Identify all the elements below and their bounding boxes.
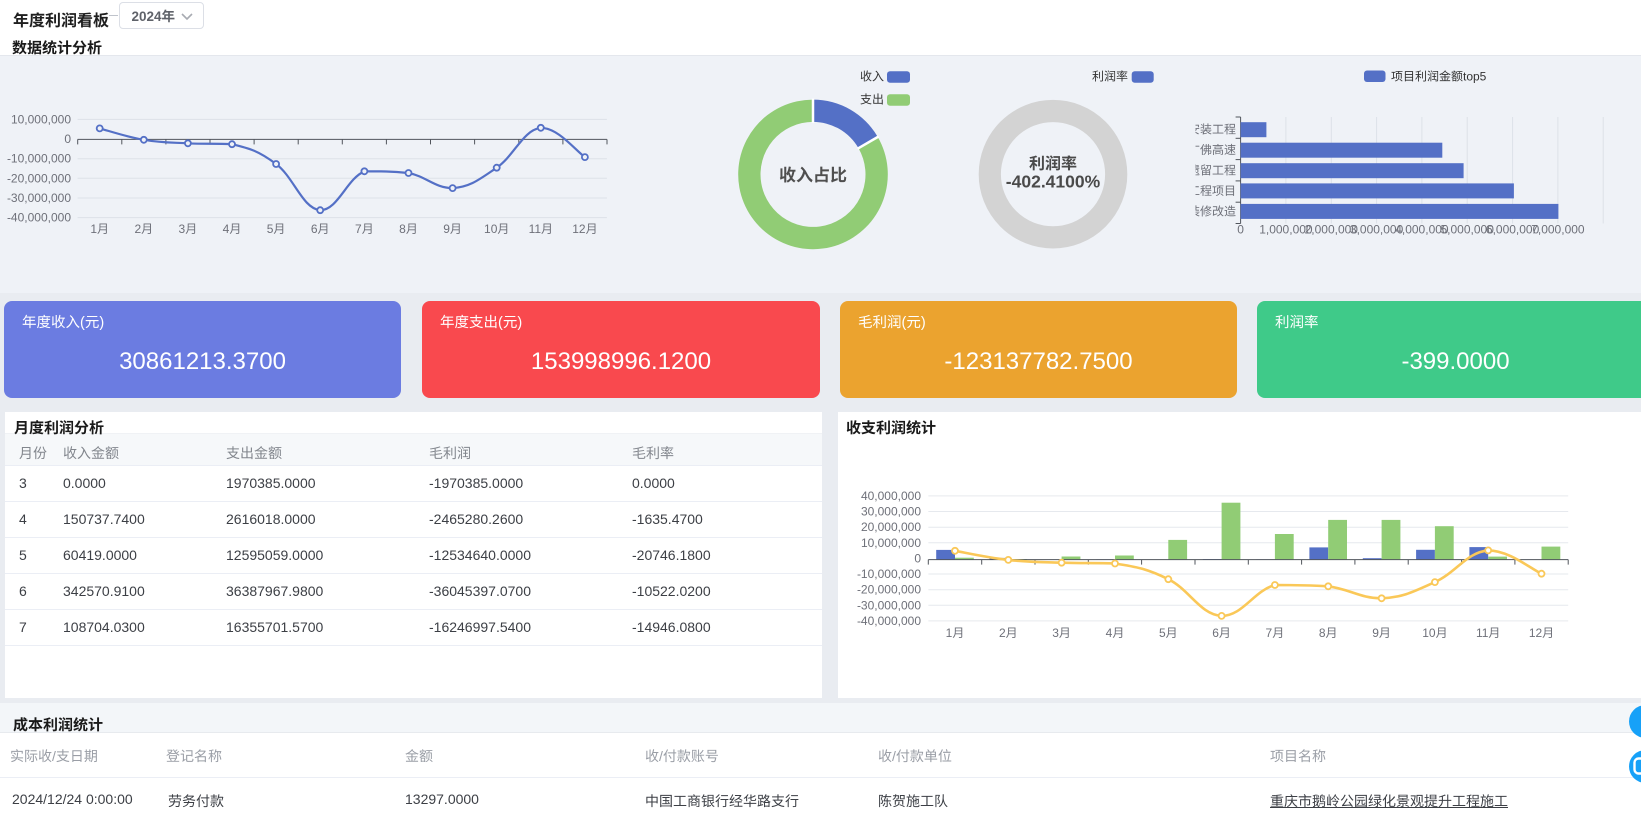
svg-text:4,000,000: 4,000,000 [1395,223,1449,237]
svg-text:4月: 4月 [223,222,242,236]
svg-text:利润率: 利润率 [1092,70,1128,84]
svg-text:遗留工程: 遗留工程 [1188,164,1236,178]
svg-text:-30,000,000: -30,000,000 [7,191,71,205]
svg-text:7,000,000: 7,000,000 [1531,223,1585,237]
svg-text:5月: 5月 [267,222,286,236]
svg-text:2月: 2月 [999,626,1018,640]
svg-text:8月: 8月 [399,222,418,236]
svg-text:3,000,000: 3,000,000 [1350,223,1404,237]
svg-text:3月: 3月 [1052,626,1071,640]
svg-text:1月: 1月 [946,626,965,640]
svg-text:-402.4100%: -402.4100% [1006,171,1101,191]
svg-text:7月: 7月 [355,222,374,236]
svg-text:0: 0 [1237,223,1244,237]
svg-text:7月: 7月 [1266,626,1285,640]
svg-text:6月: 6月 [311,222,330,236]
svg-text:20,000,000: 20,000,000 [861,520,921,534]
svg-text:10,000,000: 10,000,000 [861,536,921,550]
svg-text:5月: 5月 [1159,626,1178,640]
svg-text:9月: 9月 [1372,626,1391,640]
svg-text:5,000,000: 5,000,000 [1441,223,1495,237]
svg-text:装修改造: 装修改造 [1188,204,1236,218]
svg-text:工程项目: 工程项目 [1188,184,1236,198]
svg-text:11月: 11月 [1476,626,1500,640]
svg-text:-10,000,000: -10,000,000 [857,567,921,581]
svg-text:10月: 10月 [484,222,509,236]
svg-text:收入占比: 收入占比 [779,166,847,185]
svg-text:1月: 1月 [90,222,109,236]
svg-text:-40,000,000: -40,000,000 [857,614,921,628]
svg-text:安装工程: 安装工程 [1188,123,1236,137]
svg-text:12月: 12月 [572,222,597,236]
svg-text:收入: 收入 [860,70,884,84]
svg-text:-20,000,000: -20,000,000 [7,171,71,185]
svg-text:项目利润金额top5: 项目利润金额top5 [1391,70,1487,84]
svg-text:40,000,000: 40,000,000 [861,489,921,503]
svg-text:-20,000,000: -20,000,000 [857,583,921,597]
svg-text:2月: 2月 [134,222,153,236]
svg-text:9月: 9月 [443,222,462,236]
svg-text:-40,000,000: -40,000,000 [7,211,71,225]
svg-text:6,000,000: 6,000,000 [1486,223,1540,237]
svg-text:4月: 4月 [1106,626,1125,640]
svg-text:0: 0 [64,132,71,146]
svg-text:10月: 10月 [1422,626,1447,640]
svg-text:6月: 6月 [1212,626,1231,640]
svg-text:-30,000,000: -30,000,000 [857,598,921,612]
svg-text:支出: 支出 [860,93,884,107]
svg-text:10,000,000: 10,000,000 [11,112,71,126]
svg-text:利润率: 利润率 [1029,155,1077,173]
svg-text:11月: 11月 [529,222,553,236]
svg-text:3月: 3月 [179,222,198,236]
svg-text:-10,000,000: -10,000,000 [7,152,71,166]
svg-text:广佛高速: 广佛高速 [1188,143,1236,157]
svg-text:0: 0 [914,551,921,565]
svg-text:8月: 8月 [1319,626,1338,640]
svg-text:1,000,000: 1,000,000 [1259,223,1313,237]
svg-text:12月: 12月 [1529,626,1554,640]
svg-text:30,000,000: 30,000,000 [861,505,921,519]
svg-text:2,000,000: 2,000,000 [1305,223,1359,237]
